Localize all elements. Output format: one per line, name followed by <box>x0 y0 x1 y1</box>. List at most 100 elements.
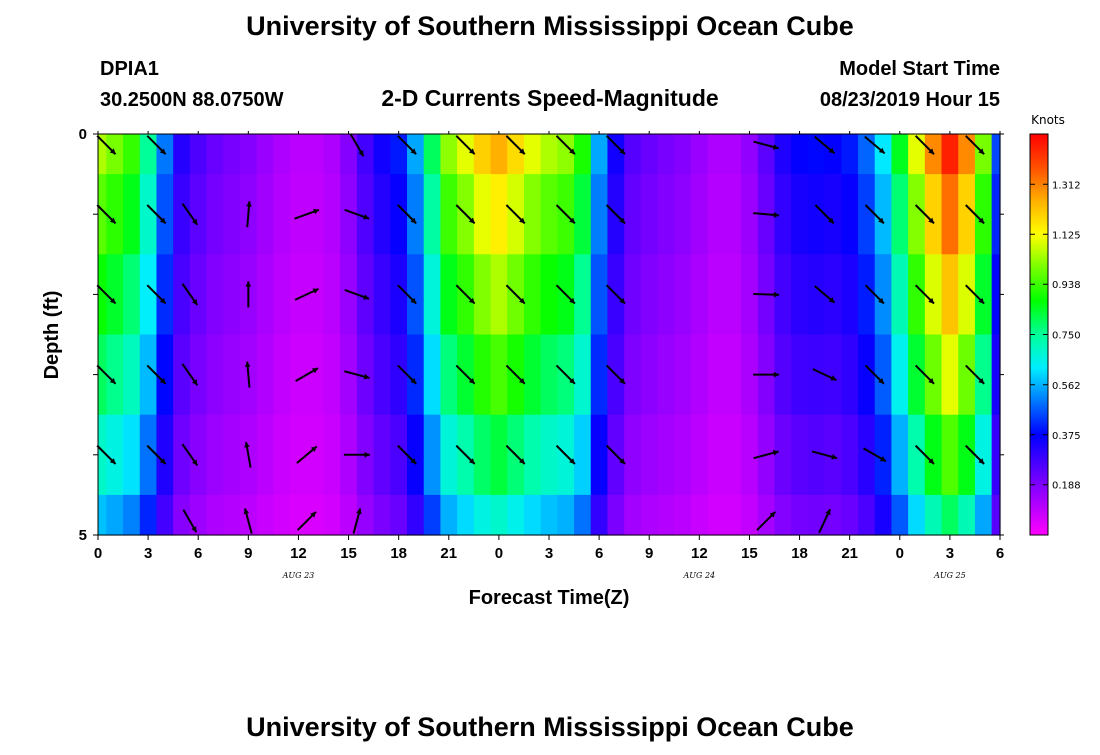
heatmap-cell <box>807 254 826 336</box>
heatmap-cell <box>791 254 809 336</box>
heatmap-cell <box>657 254 675 336</box>
heatmap-cell <box>507 494 525 536</box>
heatmap-cell <box>156 174 174 255</box>
heatmap-cell <box>440 254 458 336</box>
heatmap-cell <box>206 414 224 496</box>
heatmap-cell <box>874 494 893 536</box>
x-tick-label: 6 <box>595 545 603 562</box>
heatmap-cell <box>189 134 208 175</box>
heatmap-cell <box>690 134 709 175</box>
current-vector <box>812 368 837 382</box>
heatmap-cell <box>206 494 224 536</box>
heatmap-cell <box>390 254 408 336</box>
heatmap-cell <box>189 414 208 496</box>
heatmap-cell <box>908 334 926 416</box>
current-vectors <box>96 133 985 534</box>
heatmap-cell <box>908 174 926 255</box>
heatmap-cell <box>373 334 391 416</box>
heatmap-cell <box>891 414 909 496</box>
heatmap-cell <box>156 334 174 416</box>
current-vector <box>96 135 117 155</box>
heatmap-cell <box>139 174 158 255</box>
heatmap-cell <box>540 414 558 496</box>
heatmap-cell <box>323 334 341 416</box>
heatmap-cell <box>98 334 107 416</box>
heatmap-cell <box>741 494 759 536</box>
heatmap-cell <box>156 254 174 336</box>
current-vector <box>605 444 626 465</box>
current-vector <box>753 291 780 298</box>
heatmap-cell <box>490 414 508 496</box>
heatmap-cell <box>106 494 124 536</box>
heatmap-cell <box>841 494 859 536</box>
heatmap-cell <box>574 414 592 496</box>
heatmap-cell <box>741 134 759 175</box>
current-vector <box>352 508 362 534</box>
heatmap-cell <box>440 174 458 255</box>
heatmap-cell <box>640 254 659 336</box>
current-vector <box>814 285 836 304</box>
heatmap-cell <box>774 254 792 336</box>
x-tick-label: 18 <box>791 545 808 562</box>
heatmap-cell <box>924 494 943 536</box>
heatmap-cell <box>306 134 325 175</box>
heatmap-cell <box>791 334 809 416</box>
current-vector <box>96 364 117 385</box>
heatmap-cell <box>657 174 675 255</box>
heatmap-cell <box>440 494 458 536</box>
heatmap-cell <box>457 494 475 536</box>
current-vector <box>862 447 887 463</box>
current-vector <box>96 284 117 305</box>
heatmap-cell <box>540 134 558 175</box>
heatmap-cell <box>306 414 325 496</box>
heatmap-cell <box>423 414 442 496</box>
heatmap-cell <box>273 494 291 536</box>
heatmap-cell <box>239 134 258 175</box>
heatmap-cell <box>807 134 826 175</box>
colorbar-tick-label: 0.562 <box>1052 381 1081 392</box>
current-vector <box>555 284 576 305</box>
heatmap-cell <box>256 414 274 496</box>
heatmap-cell <box>123 414 141 496</box>
current-vector <box>96 444 117 465</box>
heatmap-cell <box>908 494 926 536</box>
current-vector <box>182 509 198 533</box>
current-vector <box>344 289 370 300</box>
heatmap-cell <box>490 334 508 416</box>
heatmap-cell <box>841 334 859 416</box>
current-vector <box>811 450 838 460</box>
heatmap-cell <box>323 134 341 175</box>
colorbar-unit: Knots <box>1031 113 1065 127</box>
heatmap-cell <box>791 134 809 175</box>
heatmap-cell <box>941 414 959 496</box>
heatmap-cell <box>724 254 742 336</box>
heatmap-cell <box>874 254 893 336</box>
heatmap-cell <box>791 414 809 496</box>
current-vector <box>397 284 417 305</box>
heatmap-cell <box>891 494 909 536</box>
heatmap-cell <box>707 134 725 175</box>
heatmap-cell <box>590 174 609 255</box>
heatmap-cell <box>98 494 107 536</box>
heatmap-cell <box>657 334 675 416</box>
heatmap-cell <box>841 414 859 496</box>
heatmap-cell <box>874 134 893 175</box>
current-vector <box>397 444 417 465</box>
heatmap-cell <box>958 254 976 336</box>
heatmap-cell <box>974 334 993 416</box>
heatmap-cell <box>523 174 542 255</box>
heatmap-cell <box>841 134 859 175</box>
heatmap-cell <box>290 134 308 175</box>
current-vector <box>349 133 365 157</box>
heatmap-cell <box>741 334 759 416</box>
heatmap-cell <box>139 134 158 175</box>
heatmap-cell <box>390 134 408 175</box>
heatmap-cell <box>991 134 1001 175</box>
x-tick-label: 3 <box>144 545 152 562</box>
heatmap-cell <box>139 334 158 416</box>
heatmap-cell <box>423 174 442 255</box>
heatmap-cell <box>490 494 508 536</box>
current-vector <box>965 284 985 305</box>
heatmap-cell <box>958 494 976 536</box>
heatmap-cell <box>156 494 174 536</box>
